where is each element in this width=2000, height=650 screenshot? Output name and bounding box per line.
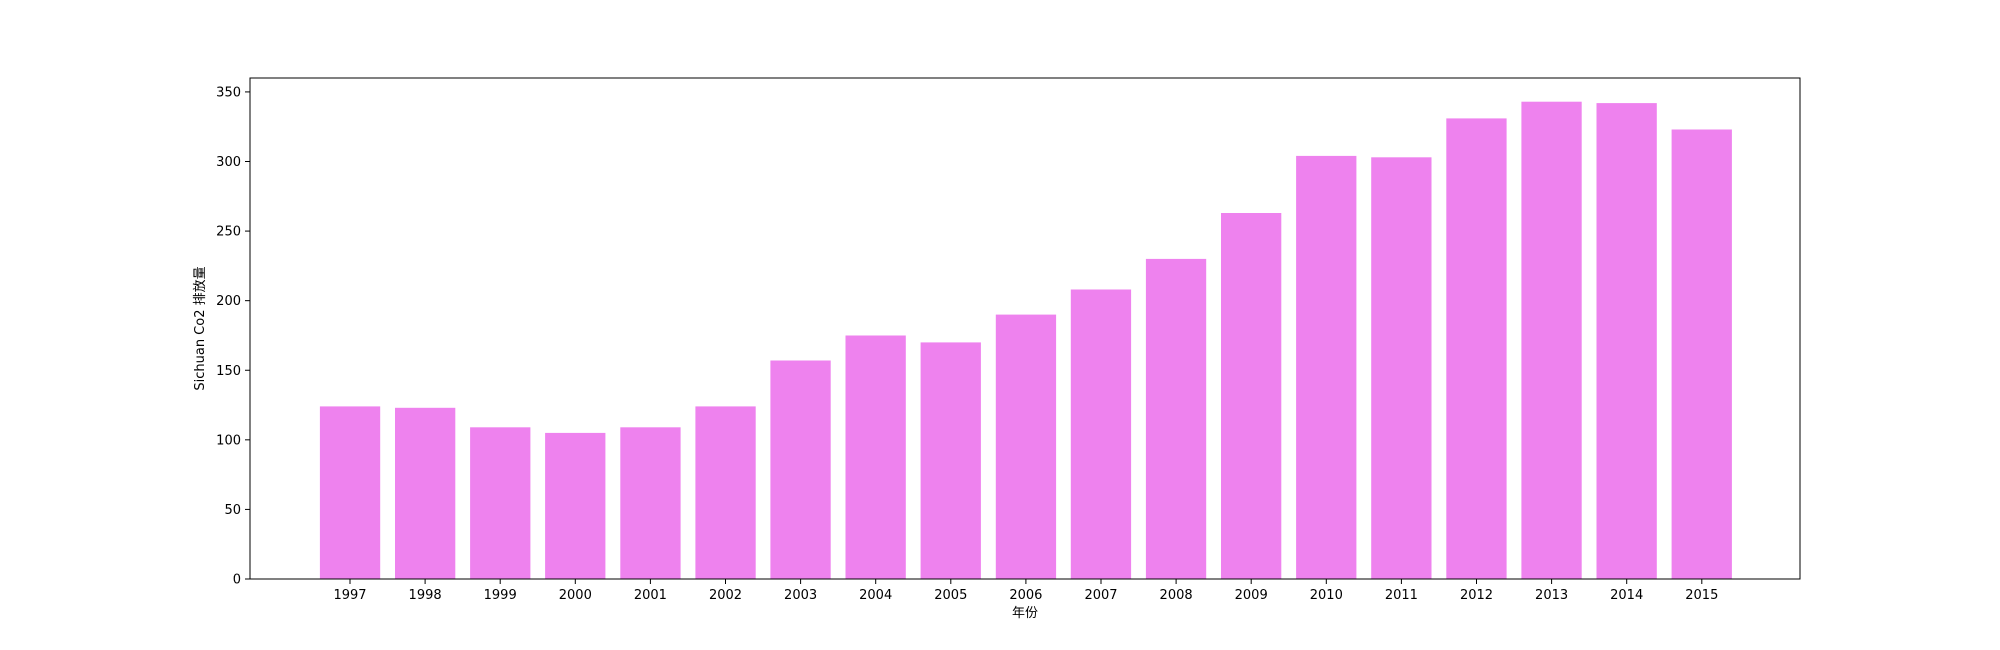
x-tick-label: 2007 xyxy=(1084,588,1117,603)
bars-group xyxy=(319,101,1732,580)
x-axis-label: 年份 xyxy=(1012,606,1038,621)
x-tick-label: 2015 xyxy=(1685,588,1718,603)
x-tick-label: 2010 xyxy=(1310,588,1343,603)
x-tick-label: 2012 xyxy=(1460,588,1493,603)
bar-2006 xyxy=(995,314,1057,579)
y-tick-label: 250 xyxy=(216,225,241,240)
bar-2000 xyxy=(545,432,606,579)
y-tick-label: 350 xyxy=(216,85,241,100)
x-tick-label: 2002 xyxy=(709,588,742,603)
bar-2002 xyxy=(695,406,756,579)
y-tick-label: 300 xyxy=(216,155,241,170)
x-tick-label: 2006 xyxy=(1009,588,1042,603)
y-axis-label: Sichuan Co2 排放量 xyxy=(193,266,208,390)
x-tick-label: 2008 xyxy=(1160,588,1193,603)
y-axis-ticks: 0 50 100 150 200 250 300 350 xyxy=(216,85,250,588)
bar-2005 xyxy=(920,342,981,579)
y-tick-label: 200 xyxy=(216,294,241,309)
x-tick-label: 2011 xyxy=(1385,588,1418,603)
bar-2008 xyxy=(1145,258,1207,579)
plot-frame xyxy=(249,77,1801,580)
x-tick-label: 2000 xyxy=(559,588,592,603)
bar-2015 xyxy=(1671,129,1732,579)
x-tick-label: 1997 xyxy=(333,588,366,603)
bar-1997 xyxy=(319,406,381,579)
x-tick-label: 2005 xyxy=(934,588,967,603)
y-tick-label: 0 xyxy=(233,573,241,588)
x-tick-label: 2009 xyxy=(1235,588,1268,603)
y-tick-label: 50 xyxy=(224,503,241,518)
bar-2012 xyxy=(1446,118,1507,580)
bar-1999 xyxy=(470,427,531,579)
bar-2007 xyxy=(1070,289,1132,579)
x-tick-label: 1998 xyxy=(409,588,442,603)
bar-2014 xyxy=(1596,103,1657,579)
bar-2013 xyxy=(1521,101,1582,579)
y-tick-label: 100 xyxy=(216,433,241,448)
bar-1998 xyxy=(395,407,456,579)
bar-2011 xyxy=(1371,157,1432,580)
x-tick-label: 2001 xyxy=(634,588,667,603)
x-tick-label: 2004 xyxy=(859,588,892,603)
bar-2004 xyxy=(845,335,906,579)
x-tick-label: 1999 xyxy=(484,588,517,603)
x-tick-label: 2013 xyxy=(1535,588,1568,603)
x-tick-label: 2014 xyxy=(1610,588,1643,603)
bar-2003 xyxy=(770,360,831,579)
y-tick-label: 150 xyxy=(216,364,241,379)
x-tick-label: 2003 xyxy=(784,588,817,603)
bar-2009 xyxy=(1221,213,1282,579)
bar-2001 xyxy=(620,427,681,579)
x-axis-ticks: 1997 1998 1999 2000 2001 2002 2003 2004 2005 2006… xyxy=(333,579,1718,603)
bar-2010 xyxy=(1296,155,1357,579)
